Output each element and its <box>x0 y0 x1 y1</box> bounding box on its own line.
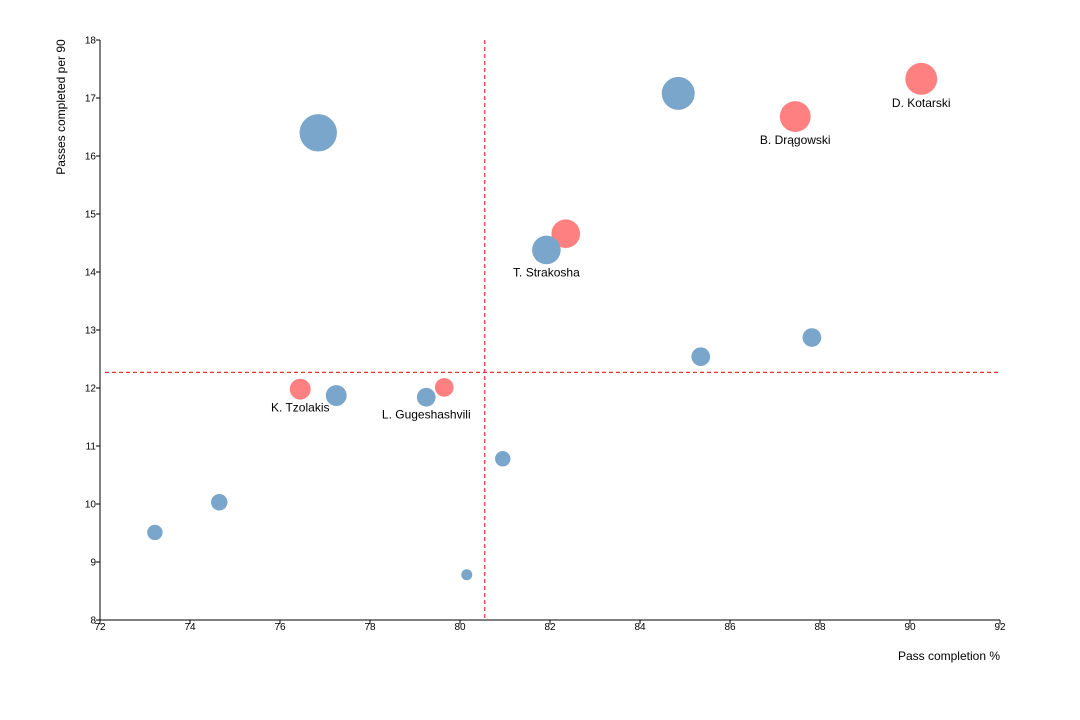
data-point <box>802 328 822 347</box>
point-label: T. Strakosha <box>513 265 580 279</box>
point-label: L. Gugeshashvili <box>382 408 471 422</box>
y-tick-label: 11 <box>86 442 97 453</box>
x-tick-label: 72 <box>94 622 106 633</box>
data-point <box>211 494 228 511</box>
y-tick-label: 10 <box>85 500 97 511</box>
data-point <box>325 385 347 406</box>
data-point <box>416 387 436 407</box>
data-point <box>661 76 695 110</box>
y-tick-label: 14 <box>85 268 97 279</box>
highlighted-point <box>905 62 938 95</box>
data-point <box>691 347 711 367</box>
x-ticks: 72 74 76 78 80 82 84 86 88 90 92 <box>94 620 1006 633</box>
x-tick-label: 86 <box>724 622 736 633</box>
x-tick-label: 88 <box>814 622 826 633</box>
point-labels: D. Kotarski B. Drągowski T. Strakosha K. Tz… <box>271 96 951 422</box>
data-point <box>461 569 473 581</box>
x-axis-label: Pass completion % <box>898 649 1000 663</box>
y-tick-label: 18 <box>85 36 97 47</box>
y-tick-label: 15 <box>85 210 97 221</box>
data-point <box>532 235 561 265</box>
x-tick-label: 92 <box>994 622 1006 633</box>
x-tick-label: 76 <box>274 622 286 633</box>
y-axis-label: Passes completed per 90 <box>54 39 68 175</box>
data-point <box>147 524 163 541</box>
x-tick-label: 74 <box>184 622 196 633</box>
axes <box>99 40 1000 621</box>
y-tick-label: 9 <box>90 558 96 569</box>
data-point <box>299 114 337 152</box>
point-label: B. Drągowski <box>760 133 831 147</box>
data-points <box>147 62 938 581</box>
highlighted-point <box>434 378 454 397</box>
point-label: K. Tzolakis <box>271 401 329 415</box>
y-tick-label: 12 <box>85 384 97 395</box>
highlighted-point <box>289 378 311 400</box>
x-tick-label: 78 <box>364 622 376 633</box>
y-tick-label: 8 <box>90 616 96 627</box>
y-tick-label: 17 <box>85 94 97 105</box>
x-tick-label: 82 <box>544 622 556 633</box>
highlighted-point <box>779 101 811 132</box>
reference-lines <box>105 40 1000 620</box>
point-label: D. Kotarski <box>892 96 951 110</box>
y-tick-label: 16 <box>85 152 97 163</box>
x-tick-label: 90 <box>904 622 916 633</box>
y-tick-label: 13 <box>85 326 97 337</box>
highlighted-point <box>551 219 581 249</box>
data-point <box>495 451 511 467</box>
x-tick-label: 84 <box>634 622 646 633</box>
y-ticks: 8 9 10 11 12 13 14 15 16 17 18 <box>85 36 100 627</box>
x-tick-label: 80 <box>454 622 466 633</box>
